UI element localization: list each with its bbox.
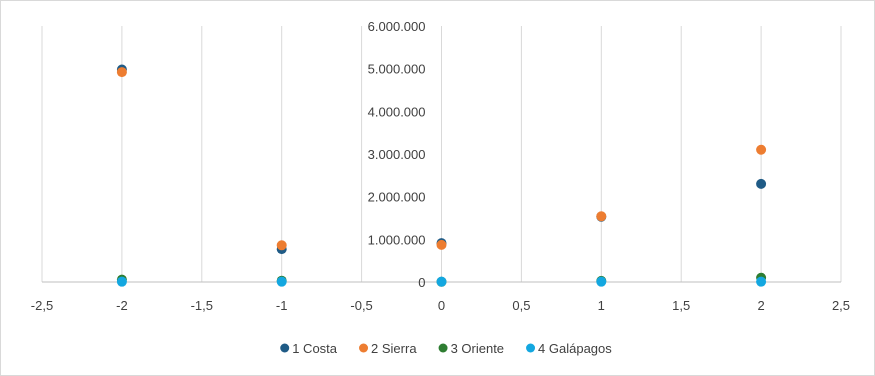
x-tick-label: -2	[116, 298, 128, 313]
y-tick-label: 3.000.000	[368, 147, 426, 162]
legend-marker-4	[526, 343, 536, 353]
point-series-4-4	[596, 276, 607, 287]
point-series-2-3	[436, 239, 447, 250]
y-tick-label: 5.000.000	[368, 62, 426, 77]
x-tick-label: -1	[276, 298, 288, 313]
x-tick-label: -2,5	[31, 298, 53, 313]
x-tick-label: 2	[757, 298, 764, 313]
x-tick-label: -0,5	[350, 298, 372, 313]
legend-marker-2	[359, 343, 369, 353]
point-series-2-2	[276, 240, 287, 251]
legend: 1 Costa 2 Sierra 3 Oriente 4 Galápagos	[280, 341, 612, 356]
legend-label-1: 1 Costa	[292, 341, 338, 356]
x-tick-label: 2,5	[832, 298, 850, 313]
point-series-2-5	[756, 144, 767, 155]
point-series-1-5	[756, 178, 767, 189]
y-tick-label: 1.000.000	[368, 232, 426, 247]
data-points	[116, 64, 767, 287]
legend-label-4: 4 Galápagos	[538, 341, 612, 356]
x-tick-label: 1,5	[672, 298, 690, 313]
point-series-2-4	[596, 211, 607, 222]
point-series-2-1	[116, 67, 127, 78]
x-tick-labels: -2,5 -2 -1,5 -1 -0,5 0 0,5 1 1,5 2 2,5	[31, 298, 850, 313]
y-tick-label: 4.000.000	[368, 104, 426, 119]
x-tick-label: 1	[598, 298, 605, 313]
x-tick-label: 0,5	[512, 298, 530, 313]
y-tick-labels: 0 1.000.000 2.000.000 3.000.000 4.000.000 5.0…	[368, 19, 426, 290]
legend-marker-3	[438, 343, 448, 353]
legend-marker-1	[280, 343, 290, 353]
point-series-4-1	[116, 276, 127, 287]
x-tick-label: -1,5	[191, 298, 213, 313]
point-series-4-5	[756, 276, 767, 287]
point-series-4-3	[436, 276, 447, 287]
x-tick-label: 0	[438, 298, 445, 313]
y-tick-label: 0	[418, 275, 425, 290]
y-tick-label: 2.000.000	[368, 190, 426, 205]
legend-label-2: 2 Sierra	[371, 341, 417, 356]
y-tick-label: 6.000.000	[368, 19, 426, 34]
point-series-4-2	[276, 276, 287, 287]
legend-label-3: 3 Oriente	[451, 341, 504, 356]
